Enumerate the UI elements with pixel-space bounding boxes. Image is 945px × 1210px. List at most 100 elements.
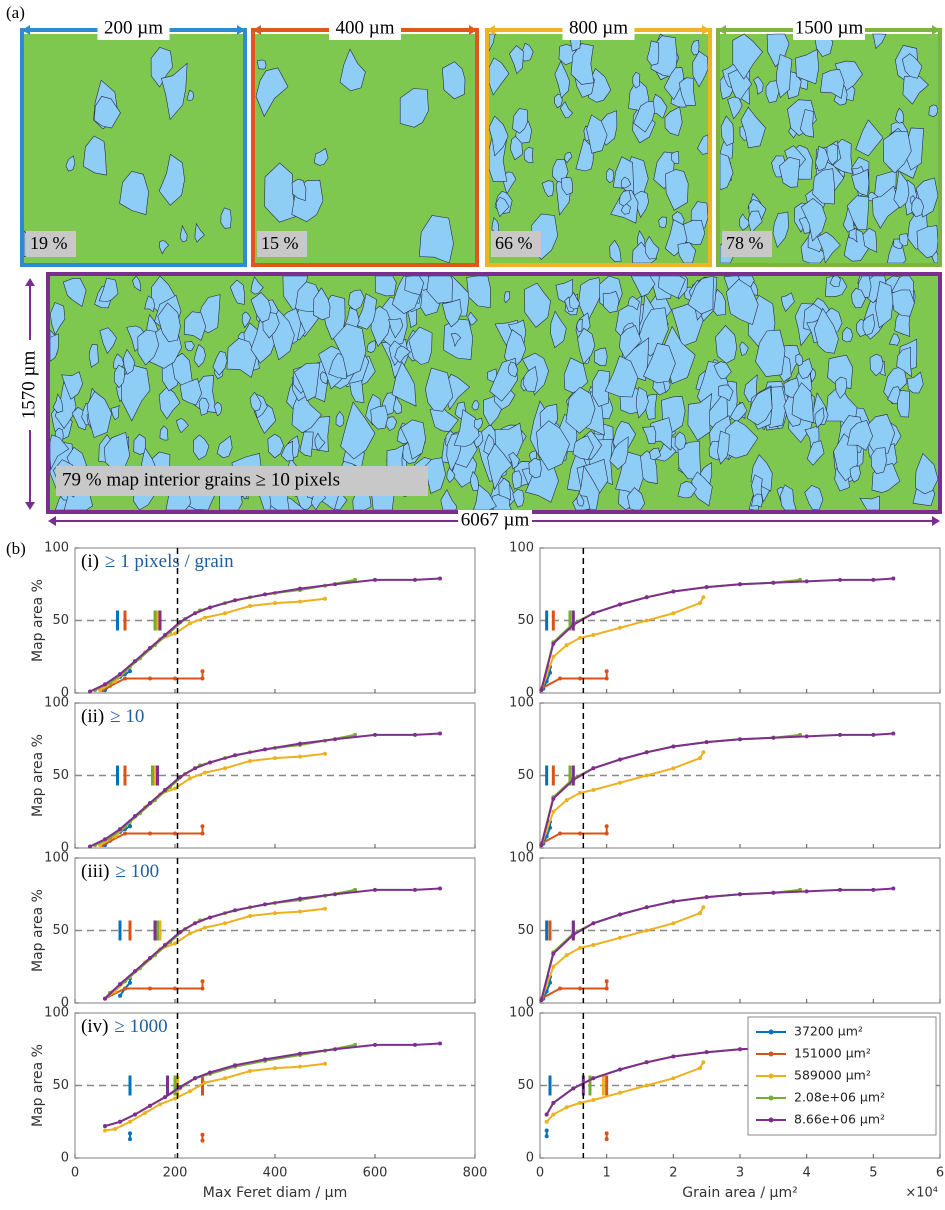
data-point bbox=[539, 998, 543, 1002]
data-point bbox=[201, 669, 205, 673]
y-tick-label: 100 bbox=[509, 696, 534, 711]
data-point bbox=[605, 1131, 609, 1135]
data-point bbox=[123, 987, 127, 991]
data-point bbox=[233, 598, 237, 602]
data-point bbox=[645, 750, 649, 754]
data-point bbox=[203, 616, 207, 620]
data-point bbox=[701, 595, 705, 599]
legend-swatch bbox=[769, 1096, 774, 1101]
data-point bbox=[618, 913, 622, 917]
data-point bbox=[671, 1076, 675, 1080]
y-tick-label: 100 bbox=[44, 851, 69, 866]
data-point bbox=[551, 642, 555, 646]
data-point bbox=[413, 578, 417, 582]
data-point bbox=[591, 1098, 595, 1102]
data-point bbox=[273, 756, 277, 760]
x-tick-label: 5 bbox=[869, 1166, 877, 1181]
data-point bbox=[591, 943, 595, 947]
data-point bbox=[771, 581, 775, 585]
data-point bbox=[438, 1041, 442, 1045]
data-point bbox=[705, 1050, 709, 1054]
x-tick-label: 6 bbox=[936, 1166, 944, 1181]
data-point bbox=[618, 1091, 622, 1095]
data-point bbox=[223, 611, 227, 615]
y-tick-label: 100 bbox=[509, 541, 534, 556]
annotation-text: ≥ 100 bbox=[116, 861, 160, 882]
data-point bbox=[871, 578, 875, 582]
data-point bbox=[223, 766, 227, 770]
data-point bbox=[233, 908, 237, 912]
data-point bbox=[248, 604, 252, 608]
data-point bbox=[298, 742, 302, 746]
map-caption: 79 % map interior grains ≥ 10 pixels bbox=[62, 469, 340, 490]
data-point bbox=[891, 886, 895, 890]
data-point bbox=[333, 892, 337, 896]
data-point bbox=[118, 994, 122, 998]
y-tick-label: 50 bbox=[517, 923, 534, 938]
legend-swatch bbox=[769, 1052, 774, 1057]
data-point bbox=[148, 1104, 152, 1108]
x-tick-label: 0 bbox=[71, 1166, 79, 1181]
arrow-head bbox=[25, 278, 35, 286]
grain bbox=[375, 276, 396, 296]
data-point bbox=[738, 1047, 742, 1051]
x-tick-label: 800 bbox=[463, 1166, 488, 1181]
data-point bbox=[128, 1120, 132, 1124]
data-point bbox=[208, 915, 212, 919]
data-point bbox=[671, 766, 675, 770]
data-point bbox=[738, 737, 742, 741]
data-point bbox=[173, 632, 177, 636]
data-point bbox=[298, 755, 302, 759]
data-point bbox=[578, 832, 582, 836]
x-tick-label: 2 bbox=[669, 1166, 677, 1181]
data-point bbox=[223, 1076, 227, 1080]
data-point bbox=[173, 942, 177, 946]
data-point bbox=[128, 1137, 132, 1141]
legend-swatch bbox=[769, 1074, 774, 1079]
data-point bbox=[193, 611, 197, 615]
data-point bbox=[113, 1127, 117, 1131]
y-tick-label: 50 bbox=[517, 768, 534, 783]
data-point bbox=[188, 1089, 192, 1093]
panel-annotation: (iii)≥ 100 bbox=[81, 861, 159, 882]
y-tick-label: 50 bbox=[517, 1078, 534, 1093]
data-point bbox=[333, 1047, 337, 1051]
y-axis-label: Map area % bbox=[30, 1044, 46, 1127]
data-point bbox=[413, 733, 417, 737]
data-point bbox=[163, 943, 167, 947]
data-point bbox=[173, 987, 177, 991]
data-point bbox=[333, 737, 337, 741]
data-point bbox=[263, 747, 267, 751]
data-point bbox=[201, 824, 205, 828]
x-tick-label: 1 bbox=[603, 1166, 611, 1181]
data-point bbox=[88, 690, 92, 694]
panel-annotation: (iv)≥ 1000 bbox=[81, 1016, 168, 1037]
data-point bbox=[193, 766, 197, 770]
data-point bbox=[201, 677, 205, 681]
x-tick-label: 0 bbox=[536, 1166, 544, 1181]
grain bbox=[898, 390, 910, 417]
data-point bbox=[545, 1134, 549, 1138]
data-point bbox=[605, 987, 609, 991]
data-point bbox=[323, 752, 327, 756]
data-point bbox=[578, 987, 582, 991]
data-point bbox=[771, 891, 775, 895]
data-point bbox=[298, 897, 302, 901]
data-point bbox=[163, 788, 167, 792]
data-point bbox=[671, 745, 675, 749]
legend-swatch bbox=[769, 1030, 774, 1035]
data-point bbox=[208, 760, 212, 764]
x-multiplier: ×10⁴ bbox=[905, 1186, 938, 1201]
panel-annotation: (i)≥ 1 pixels / grain bbox=[81, 551, 234, 572]
data-point bbox=[698, 756, 702, 760]
data-point bbox=[118, 827, 122, 831]
data-point bbox=[618, 758, 622, 762]
page: (a) (b) 200 µm19 %400 µm15 %800 µm66 %15… bbox=[0, 0, 945, 1210]
data-point bbox=[645, 1060, 649, 1064]
data-point bbox=[201, 1133, 205, 1137]
data-point bbox=[591, 921, 595, 925]
data-point bbox=[539, 688, 543, 692]
data-point bbox=[618, 1068, 622, 1072]
data-point bbox=[128, 981, 132, 985]
data-point bbox=[838, 578, 842, 582]
